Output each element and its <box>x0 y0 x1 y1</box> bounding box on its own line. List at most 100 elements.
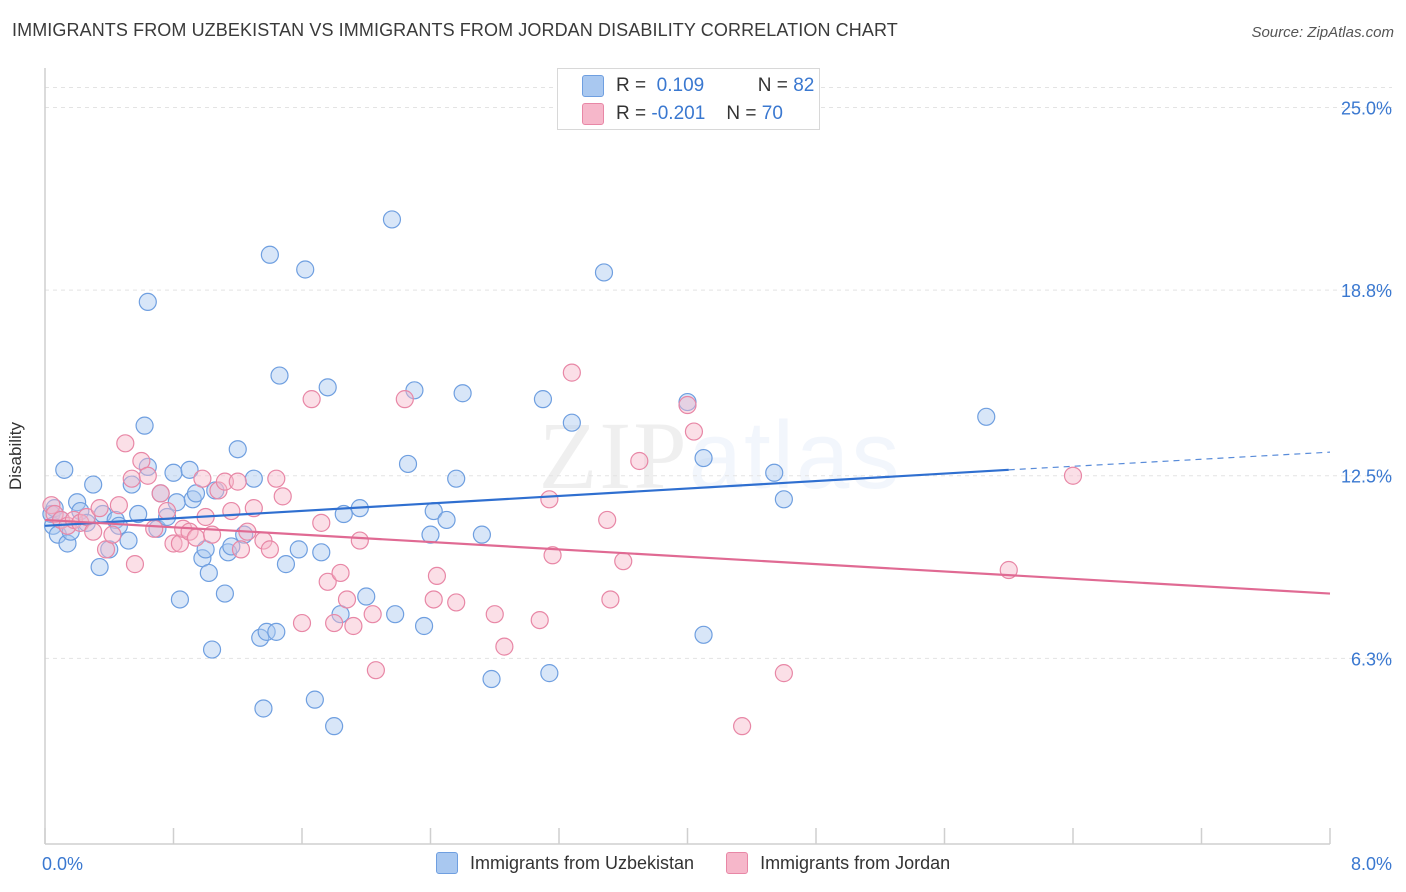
axes <box>44 68 1331 845</box>
jordan-point <box>151 484 170 503</box>
stats-row-jordan: R = -0.201 N = 70 <box>582 101 783 127</box>
jordan-point <box>424 590 443 609</box>
jordan-point <box>164 534 183 553</box>
r-value: -0.201 <box>651 103 706 124</box>
uzbekistan-point <box>84 475 103 494</box>
uzbekistan-point <box>305 690 324 709</box>
data-points <box>42 210 1083 736</box>
series-legend: Immigrants from Uzbekistan Immigrants fr… <box>436 852 982 874</box>
jordan-point <box>231 540 251 559</box>
uzbekistan-point <box>414 616 434 636</box>
uzbekistan-trend-line <box>44 468 1009 527</box>
jordan-point <box>774 664 793 683</box>
uzbekistan-point <box>421 525 440 544</box>
jordan-point <box>228 472 247 491</box>
uzbekistan-point <box>215 584 234 603</box>
uzbekistan-point <box>90 557 109 577</box>
uzbekistan-point <box>540 664 559 683</box>
jordan-point <box>630 451 649 471</box>
r-label: R = <box>616 75 647 96</box>
jordan-point <box>292 613 312 633</box>
uzbekistan-point <box>357 587 376 606</box>
y-tick-label: 12.5% <box>1341 467 1392 487</box>
legend-item-jordan: Immigrants from Jordan <box>726 852 950 874</box>
y-tick-label: 25.0% <box>1341 98 1392 118</box>
jordan-point <box>325 613 344 633</box>
stats-row-uzbekistan: R = 0.109 N = 82 <box>582 73 814 99</box>
y-tick-label: 6.3% <box>1351 649 1392 669</box>
jordan-point <box>273 487 292 506</box>
uzbekistan-point <box>437 510 456 530</box>
uzbekistan-point <box>129 504 148 524</box>
jordan-point <box>116 434 135 453</box>
jordan-point <box>395 390 414 409</box>
uzbekistan-point <box>594 263 614 282</box>
jordan-point <box>90 499 109 518</box>
jordan-point <box>678 395 697 415</box>
jordan-point <box>543 546 562 565</box>
uzbekistan-point <box>157 507 177 527</box>
jordan-trend-line <box>44 518 1331 595</box>
r-label: R = <box>616 103 647 124</box>
uzbekistan-point <box>694 448 713 468</box>
watermark: ZIPatlas <box>539 402 902 509</box>
uzbekistan-point <box>312 543 331 562</box>
jordan-swatch <box>582 103 604 125</box>
uzbekistan-point <box>472 525 491 544</box>
jordan-point <box>331 563 350 583</box>
jordan-point <box>84 522 103 541</box>
jordan-point <box>267 469 286 488</box>
uzbekistan-point <box>58 534 77 553</box>
legend-item-uzbekistan: Immigrants from Uzbekistan <box>436 852 694 874</box>
jordan-point <box>363 605 382 624</box>
uzbekistan-point <box>694 625 713 644</box>
uzbekistan-point <box>199 563 218 583</box>
x-tick-label: 8.0% <box>1351 854 1392 874</box>
uzbekistan-point <box>228 440 247 459</box>
jordan-point <box>222 501 241 521</box>
y-tick-label: 18.8% <box>1341 281 1392 301</box>
jordan-point <box>302 390 321 409</box>
jordan-point <box>1063 466 1083 485</box>
jordan-point <box>485 605 504 624</box>
n-value: 82 <box>793 75 815 96</box>
trend-lines <box>44 451 1331 595</box>
jordan-point <box>337 590 357 609</box>
jordan-point <box>312 513 331 532</box>
legend-label: Immigrants from Jordan <box>760 852 951 873</box>
jordan-point <box>145 519 164 538</box>
chart-title: IMMIGRANTS FROM UZBEKISTAN VS IMMIGRANTS… <box>12 20 898 40</box>
uzbekistan-point <box>244 469 263 488</box>
uzbekistan-point <box>447 469 466 488</box>
jordan-point <box>260 540 279 559</box>
uzbekistan-point <box>765 463 784 482</box>
jordan-point <box>562 363 581 382</box>
uzbekistan-point <box>55 460 74 479</box>
r-value: 0.109 <box>656 75 705 96</box>
n-label: N = <box>757 75 788 96</box>
jordan-point <box>366 661 385 680</box>
uzbekistan-point <box>398 454 418 474</box>
jordan-point <box>598 510 617 530</box>
uzbekistan-point <box>270 366 289 385</box>
jordan-point <box>540 490 559 509</box>
jordan-point <box>601 590 620 609</box>
uzbekistan-point <box>482 669 501 689</box>
uzbekistan-point <box>318 378 337 397</box>
jordan-point <box>530 610 549 630</box>
x-tick-label: 0.0% <box>42 854 83 874</box>
jordan-point <box>138 466 157 485</box>
uzbekistan-point <box>453 384 472 403</box>
uzbekistan-point <box>386 605 405 624</box>
jordan-point <box>215 472 234 491</box>
jordan-point <box>447 593 466 612</box>
uzbekistan-point <box>276 555 296 574</box>
uzbekistan-trend-extension <box>1008 451 1331 471</box>
uzbekistan-point <box>45 499 64 518</box>
n-label: N = <box>726 103 757 124</box>
uzbekistan-point <box>164 463 183 482</box>
uzbekistan-point <box>119 531 138 550</box>
uzbekistan-point <box>533 390 553 409</box>
legend-label: Immigrants from Uzbekistan <box>470 852 695 873</box>
